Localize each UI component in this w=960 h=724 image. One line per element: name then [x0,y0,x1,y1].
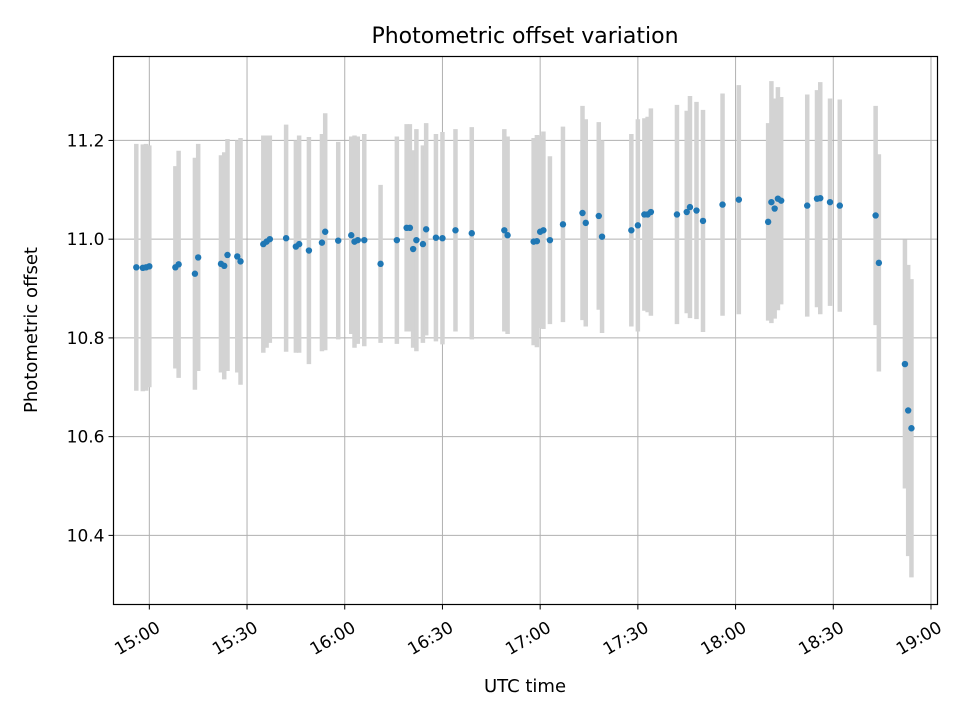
data-point [146,263,153,270]
data-point [908,425,915,432]
data-point [468,230,475,237]
data-point [540,227,547,234]
y-tick-label: 10.4 [67,526,105,546]
data-point [439,234,446,242]
data-point [764,218,772,226]
data-point [804,202,811,209]
data-point [354,236,361,244]
y-axis-label: Photometric offset [21,247,42,413]
data-point [348,232,355,239]
x-axis-label: UTC time [484,676,566,697]
data-point [647,208,655,216]
data-point [282,234,290,242]
data-point [175,261,182,268]
data-point [221,262,228,270]
data-point [234,253,241,260]
data-point [191,270,199,277]
y-tick-label: 11.0 [67,230,105,250]
data-point [699,217,707,225]
data-point [875,259,883,267]
plot-frame [112,55,939,606]
y-tick-label: 11.2 [67,131,105,151]
data-point [501,227,508,234]
data-point [409,245,417,253]
data-point [598,233,606,240]
data-point [266,235,274,243]
data-point [559,221,567,228]
data-point [432,234,440,241]
data-point [335,237,342,244]
data-point [452,227,459,234]
data-point [872,212,879,219]
data-point [768,198,775,206]
data-point [393,236,401,244]
data-point [683,208,690,216]
data-point [318,239,326,246]
data-point [422,226,430,233]
data-point [634,222,642,229]
data-point [413,236,420,244]
data-point [719,201,726,208]
data-point [224,251,231,259]
data-point [686,203,694,211]
data-point [817,194,824,202]
data-point [771,205,778,212]
data-point [321,228,329,235]
data-point [377,260,384,268]
data-point [826,198,834,206]
y-tick-label: 10.6 [67,428,105,448]
data-point [533,237,541,245]
grid-lines [113,56,938,605]
data-point [546,236,554,244]
data-point [237,258,244,265]
data-point [305,247,313,254]
data-point [901,360,909,368]
data-point [904,407,912,414]
data-point [777,197,785,204]
data-point [504,232,511,239]
data-point [194,254,202,261]
data-point [836,202,843,209]
data-point [406,224,414,232]
data-point [295,240,303,248]
data-point [579,209,586,217]
data-point [361,236,368,244]
data-point [133,264,140,271]
data-point [419,240,427,248]
y-tick-label: 10.8 [67,329,105,349]
data-point [693,207,700,214]
data-point [735,196,743,203]
chart-title: Photometric offset variation [371,24,678,49]
data-points [133,194,915,432]
data-point [628,227,635,234]
data-point [673,211,681,218]
data-point [595,212,602,220]
data-point [582,219,589,227]
